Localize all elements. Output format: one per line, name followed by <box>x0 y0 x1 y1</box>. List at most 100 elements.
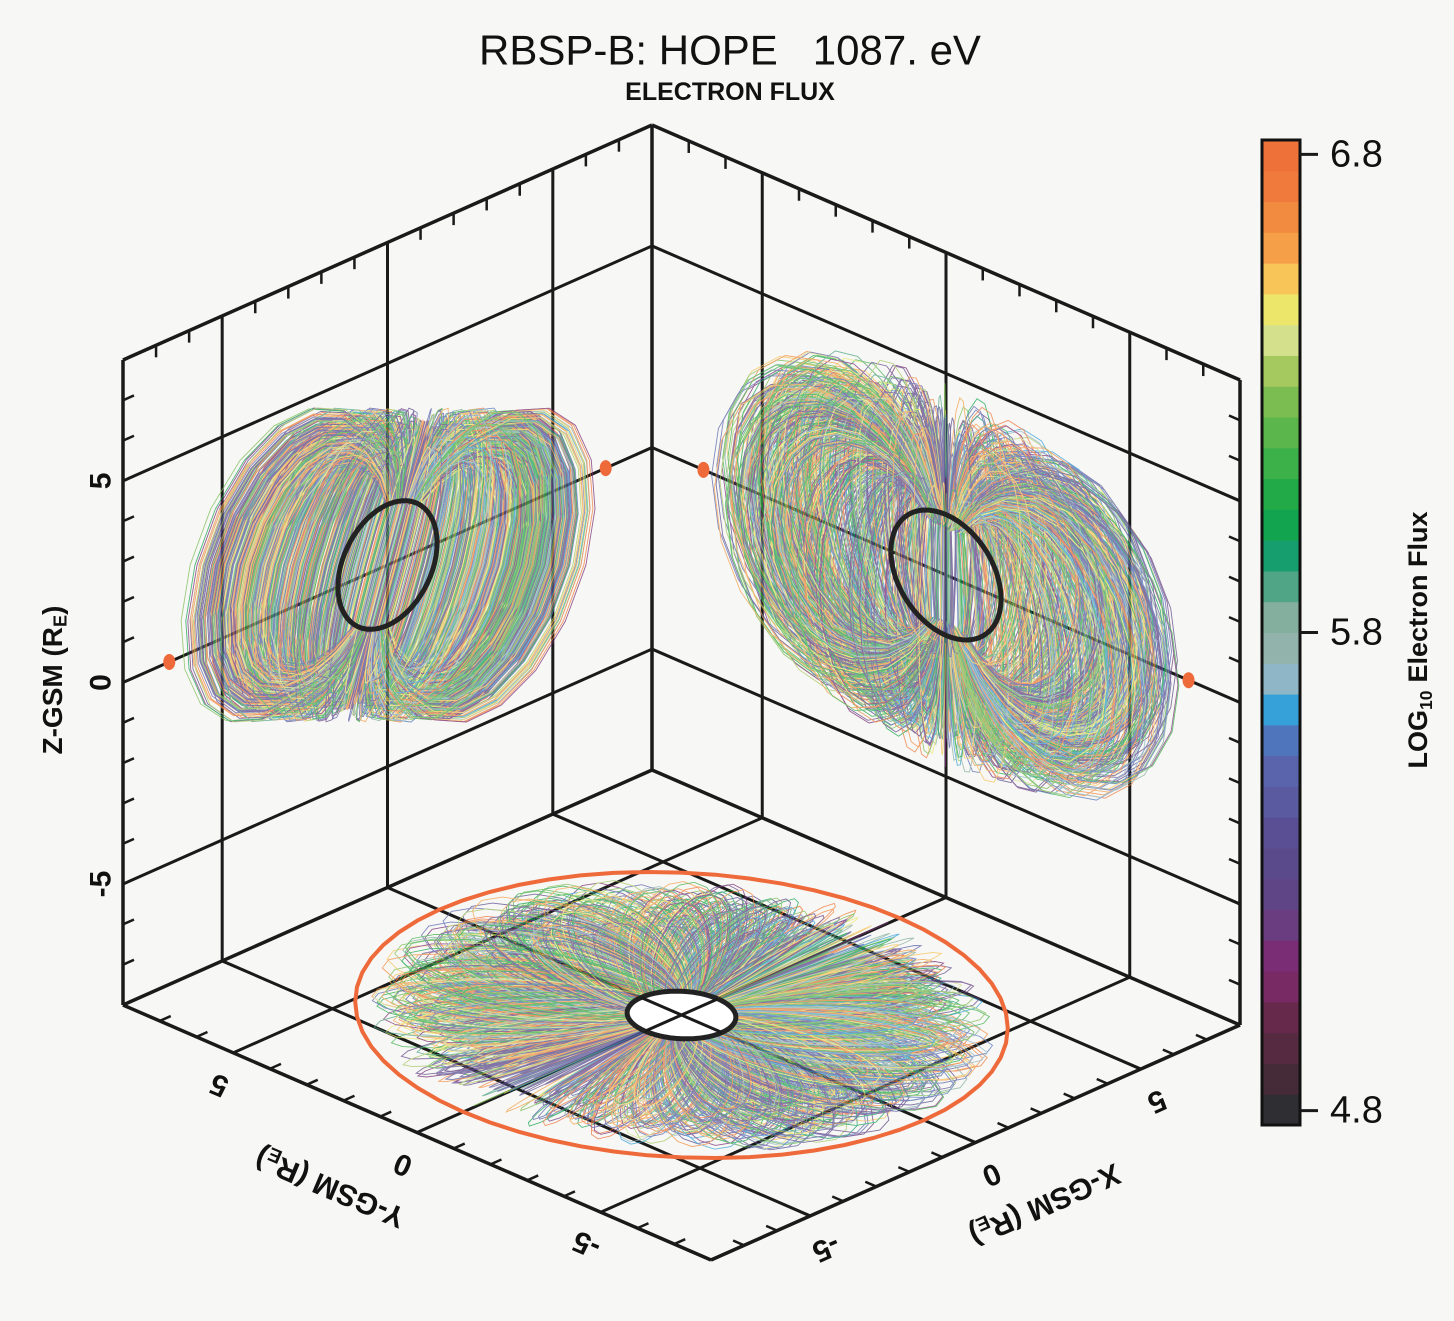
grid-line <box>651 244 1241 503</box>
minor-tick <box>122 676 135 684</box>
orbit-loop <box>892 410 943 645</box>
colorbar-band <box>1262 140 1300 172</box>
minor-tick <box>930 1151 943 1159</box>
orbit-loop <box>384 429 552 701</box>
orbit-loop <box>918 482 946 755</box>
orbit-loop <box>799 350 939 657</box>
minor-tick <box>1096 1077 1109 1085</box>
z-axis-label-suffix: ) <box>37 606 68 615</box>
orbit-loop <box>814 454 935 705</box>
z-tick-label: 5 <box>85 473 118 490</box>
minor-tick <box>1063 1092 1076 1100</box>
orbit-loop <box>957 502 1116 778</box>
orbit-loop <box>375 414 510 716</box>
chart-title: RBSP-B: HOPE 1087. eV <box>479 27 981 74</box>
z-axis-label-subscript: E <box>50 615 70 627</box>
minor-tick <box>897 1165 910 1174</box>
minor-tick <box>1228 938 1241 946</box>
grid-line <box>122 244 653 483</box>
orbit-loop <box>964 483 1109 707</box>
minor-tick <box>1228 374 1241 382</box>
minor-tick <box>710 1253 723 1262</box>
minor-tick <box>122 353 135 362</box>
minor-tick <box>1228 978 1241 986</box>
orbit-loop <box>380 411 545 719</box>
axis-edge <box>122 768 653 1007</box>
earth-outline <box>335 498 440 632</box>
orbit-loop <box>380 411 546 719</box>
colorbar-band <box>1262 478 1300 510</box>
minor-tick <box>1228 857 1241 865</box>
spacecraft-dot <box>697 461 710 478</box>
minor-tick <box>1228 615 1241 624</box>
orbit-loop <box>959 508 1109 759</box>
minor-tick <box>232 1046 245 1054</box>
orbit-loop <box>960 516 1086 737</box>
colorbar-band <box>1262 878 1300 911</box>
orbit-loop <box>871 414 942 638</box>
z-axis-label: Z-GSM (RE) <box>37 606 71 755</box>
colorbar-tick-label: 4.8 <box>1330 1090 1383 1132</box>
orbit-loop <box>242 454 387 676</box>
minor-tick <box>122 716 135 724</box>
minor-tick <box>798 1210 811 1218</box>
colorbar-band <box>1262 817 1300 849</box>
minor-tick <box>1228 736 1241 744</box>
minor-tick <box>1030 1107 1043 1115</box>
grid-line <box>651 647 1241 906</box>
minor-tick <box>600 1206 613 1214</box>
orbit-loop <box>257 427 396 703</box>
minor-tick <box>1129 1063 1142 1071</box>
minor-tick <box>122 595 135 604</box>
minor-tick <box>122 797 135 805</box>
orbit-loop <box>947 488 1010 783</box>
colorbar-band <box>1262 355 1300 387</box>
minor-tick <box>122 878 135 886</box>
orbit-loop <box>954 453 1035 667</box>
earth-outline <box>888 507 1004 643</box>
orbit-loop <box>295 411 411 719</box>
minor-tick <box>1228 575 1241 583</box>
colorbar-band <box>1262 663 1300 695</box>
apogee-ring <box>353 869 1010 1161</box>
spacecraft-dot <box>599 460 612 477</box>
minor-tick <box>1162 1048 1175 1056</box>
minor-tick <box>1195 1033 1208 1041</box>
minor-tick <box>673 1238 686 1246</box>
orbit-loop <box>962 515 1101 735</box>
orbit-loop <box>946 417 973 658</box>
minor-tick <box>122 998 135 1007</box>
colorbar-band <box>1262 170 1300 203</box>
colorbar-band <box>1262 755 1300 787</box>
orbit-loop <box>945 492 995 766</box>
minor-tick <box>122 837 135 845</box>
minor-tick <box>1228 817 1241 825</box>
colorbar-band <box>1262 1094 1300 1126</box>
colorbar-band <box>1262 293 1300 326</box>
colorbar-band <box>1262 724 1300 757</box>
minor-tick <box>195 1030 208 1039</box>
z-axis-label-text: Z-GSM (R <box>37 627 68 755</box>
spacecraft-dot <box>163 653 176 670</box>
minor-tick <box>732 1239 745 1247</box>
orbit-loop <box>947 397 1011 676</box>
colorbar-label-text: LOG <box>1403 710 1433 769</box>
colorbar-band <box>1262 540 1300 572</box>
colorbar-label-suffix: Electron Flux <box>1403 511 1433 682</box>
minor-tick <box>122 958 135 966</box>
colorbar-band <box>1262 386 1300 418</box>
colorbar-band <box>1262 509 1300 541</box>
minor-tick <box>1228 535 1241 543</box>
colorbar-band <box>1262 570 1300 603</box>
minor-tick <box>159 1014 172 1023</box>
z-tick-label: -5 <box>85 871 118 898</box>
colorbar-band <box>1262 324 1300 356</box>
colorbar-band <box>1262 786 1300 818</box>
colorbar-label: LOG10 Electron Flux <box>1403 511 1436 768</box>
minor-tick <box>306 1078 319 1086</box>
minor-tick <box>122 918 135 926</box>
colorbar-band <box>1262 632 1300 664</box>
colorbar-band <box>1262 1063 1300 1095</box>
minor-tick <box>269 1062 282 1070</box>
orbit-loop <box>962 467 1160 748</box>
